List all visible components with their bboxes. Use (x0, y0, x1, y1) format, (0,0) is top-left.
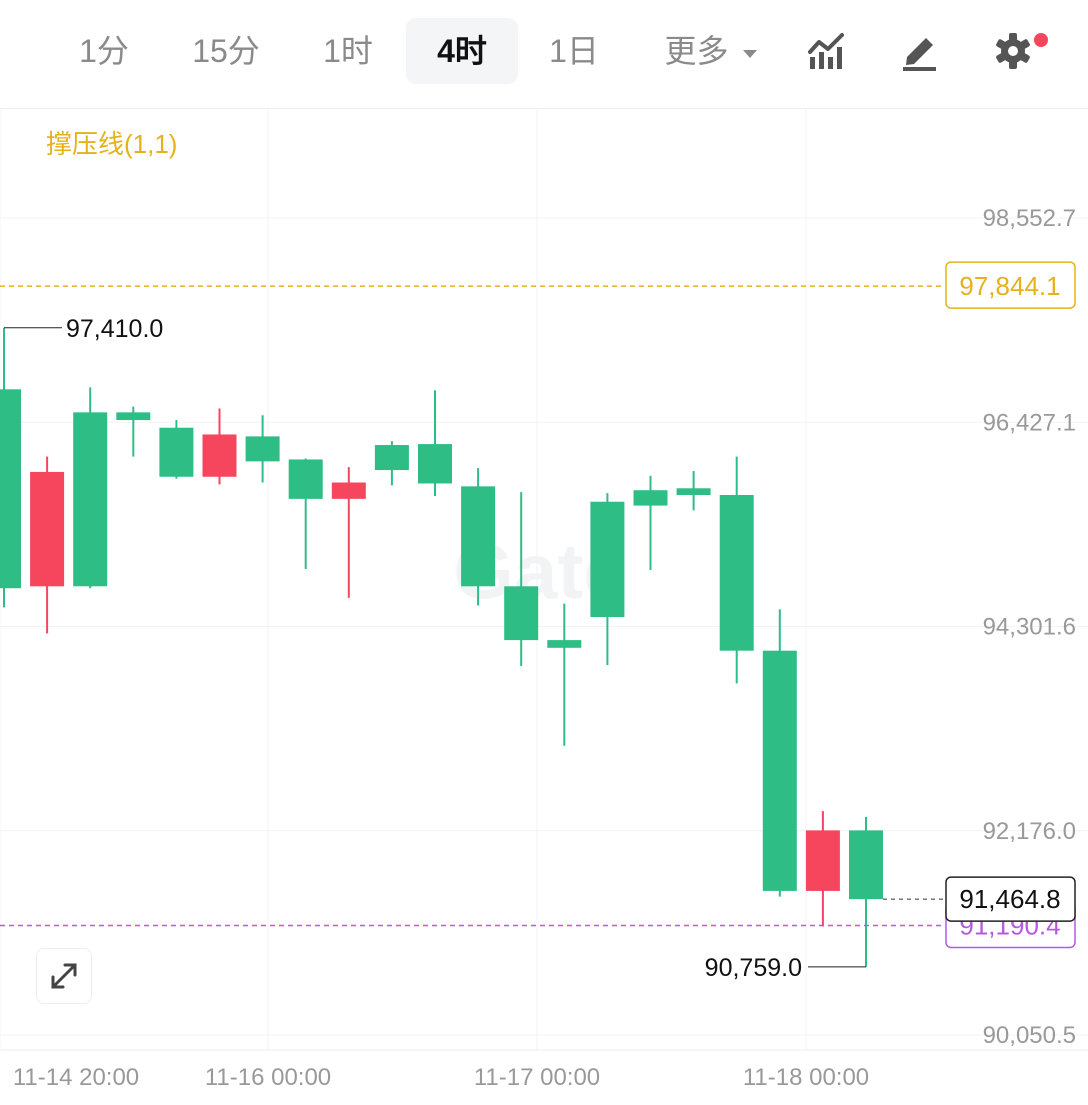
candle-body (504, 586, 539, 641)
candle-body (547, 640, 582, 648)
caret-down-icon (743, 49, 758, 58)
y-tick-label: 92,176.0 (983, 818, 1076, 845)
candle-body (676, 488, 711, 496)
candle-body (805, 830, 840, 891)
candle-body (461, 486, 496, 587)
y-tick-label: 98,552.7 (983, 205, 1076, 232)
tab-1m[interactable]: 1分 (79, 33, 129, 69)
candle-body (762, 650, 797, 891)
more-dropdown[interactable]: 更多 (652, 18, 770, 84)
tab-4h[interactable]: 4时 (406, 18, 518, 84)
tab-1d[interactable]: 1日 (549, 33, 599, 69)
candle-body (288, 459, 323, 499)
candle-body (159, 427, 194, 477)
expand-icon (51, 963, 77, 989)
y-tick-label: 96,427.1 (983, 409, 1076, 436)
last-price-label: 91,464.8 (959, 884, 1060, 914)
timeframe-toolbar: 1分 15分 1时 4时 1日 更多 (0, 0, 1088, 109)
candle-body (116, 412, 151, 421)
tab-15m[interactable]: 15分 (192, 33, 260, 69)
candle-body (331, 482, 366, 499)
settings-gear-icon[interactable] (992, 30, 1034, 72)
x-tick-label: 11-17 00:00 (474, 1064, 600, 1091)
candle-body (202, 434, 237, 477)
low-marker-label: 90,759.0 (705, 954, 802, 982)
candle-body (590, 501, 625, 618)
candlestick-chart[interactable]: Gate 98,552.796,427.194,301.692,176.090,… (0, 108, 1088, 1105)
y-tick-label: 90,050.5 (983, 1022, 1076, 1049)
indicator-chart-icon[interactable] (806, 30, 848, 72)
candle-body (245, 436, 280, 462)
fullscreen-button[interactable] (36, 948, 92, 1004)
chart-overlays: 97,844.191,190.491,464.897,410.090,759.0 (0, 261, 1076, 982)
resistance-price-tag (945, 261, 1076, 309)
candle-body (0, 389, 21, 589)
x-tick-label: 11-18 00:00 (743, 1064, 869, 1091)
chart-grid: 98,552.7 96,427.1 94,301.6 92,176.0 90,050.5… (0, 108, 1088, 1091)
candle-body (719, 495, 754, 651)
high-marker-label: 97,410.0 (66, 315, 163, 343)
candle-body (374, 445, 409, 471)
last-price-tag (945, 876, 1076, 922)
candle-body (418, 444, 452, 484)
draw-pen-icon[interactable] (898, 30, 940, 72)
notification-dot (1034, 33, 1048, 47)
y-tick-label: 94,301.6 (983, 614, 1076, 641)
candle-body (849, 830, 883, 900)
candles (0, 327, 883, 967)
candle-body (73, 412, 108, 587)
candle-body (633, 490, 668, 506)
resistance-price-label: 97,844.1 (959, 271, 1060, 301)
x-tick-label: 11-14 20:00 (13, 1064, 139, 1091)
more-label: 更多 (664, 33, 729, 69)
tab-1h[interactable]: 1时 (323, 33, 373, 69)
candle-body (30, 471, 65, 587)
indicator-label: 撑压线(1,1) (46, 129, 178, 159)
x-tick-label: 11-16 00:00 (205, 1064, 331, 1091)
